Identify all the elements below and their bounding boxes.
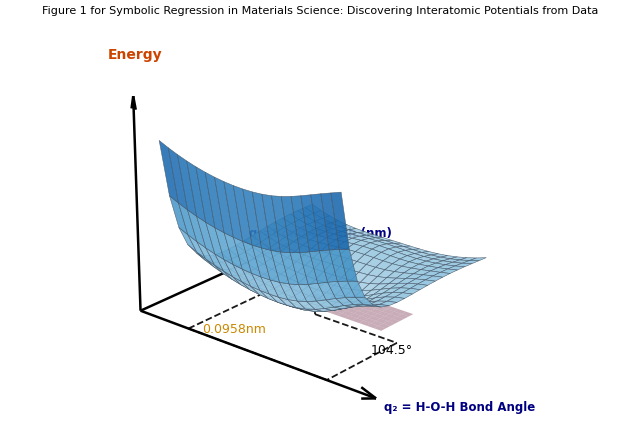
Text: Figure 1 for Symbolic Regression in Materials Science: Discovering Interatomic P: Figure 1 for Symbolic Regression in Mate… [42,6,598,17]
